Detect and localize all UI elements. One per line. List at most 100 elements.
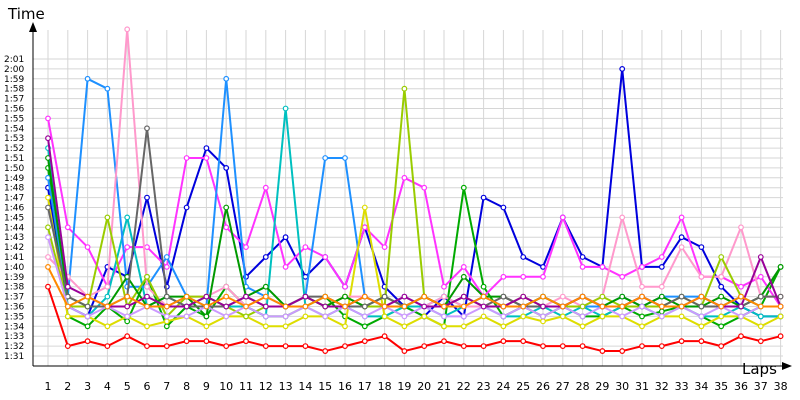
y-tick-label: 1:46: [4, 204, 24, 214]
data-point: [678, 303, 685, 310]
data-point: [223, 283, 230, 290]
data-point: [381, 303, 388, 310]
data-point: [124, 313, 131, 320]
data-point: [163, 303, 170, 310]
data-point: [361, 204, 368, 211]
data-point: [282, 264, 289, 270]
data-point: [757, 323, 764, 330]
data-point: [203, 155, 210, 161]
data-point: [579, 254, 586, 260]
series-line: [47, 266, 781, 308]
x-tick-label: 27: [556, 380, 570, 393]
data-point: [104, 303, 111, 310]
data-point: [144, 323, 150, 330]
x-tick-label: 23: [477, 380, 491, 393]
data-point: [322, 348, 329, 354]
data-point: [45, 264, 51, 270]
data-point: [500, 293, 507, 300]
data-point: [45, 115, 51, 122]
data-point: [460, 273, 467, 280]
y-tick-label: 2:00: [4, 65, 24, 75]
data-point: [500, 338, 507, 345]
data-point: [698, 303, 705, 310]
data-point: [282, 343, 289, 350]
data-point: [658, 313, 665, 320]
y-tick-label: 1:58: [4, 85, 24, 95]
data-point: [579, 313, 586, 320]
series-1: [45, 283, 784, 354]
x-tick-label: 26: [536, 380, 550, 393]
data-point: [243, 293, 249, 300]
x-tick-label: 8: [183, 380, 190, 393]
data-point: [144, 303, 150, 310]
data-point: [342, 303, 348, 310]
y-tick-label: 1:49: [4, 174, 24, 184]
x-tick-label: 38: [774, 380, 788, 393]
x-tick-label: 15: [318, 380, 332, 393]
data-point: [698, 323, 705, 330]
data-point: [658, 293, 665, 300]
data-point: [322, 313, 329, 320]
data-point: [579, 343, 586, 350]
y-tick-label: 1:43: [4, 233, 24, 243]
data-point: [282, 323, 289, 330]
y-tick-label: 1:35: [4, 312, 24, 322]
data-point: [619, 303, 626, 310]
data-point: [401, 303, 408, 310]
data-point: [480, 194, 487, 201]
y-tick-label: 1:33: [4, 332, 24, 342]
y-tick-label: 1:51: [4, 154, 24, 164]
data-point: [678, 234, 685, 241]
data-point: [322, 254, 329, 260]
data-point: [619, 214, 626, 221]
data-point: [678, 293, 685, 300]
data-point: [777, 313, 784, 320]
data-point: [599, 348, 606, 354]
data-point: [183, 155, 190, 161]
data-point: [480, 343, 487, 350]
x-axis-arrow: [782, 362, 792, 370]
data-point: [203, 338, 210, 345]
y-tick-label: 1:52: [4, 144, 24, 154]
data-point: [698, 293, 705, 300]
y-tick-label: 1:38: [4, 283, 24, 293]
data-point: [381, 333, 388, 340]
y-axis-arrow: [29, 22, 37, 32]
data-point: [64, 313, 71, 320]
data-point: [718, 313, 725, 320]
x-tick-label: 3: [84, 380, 91, 393]
x-tick-label: 37: [754, 380, 768, 393]
data-point: [45, 135, 51, 142]
x-tick-label: 1: [45, 380, 52, 393]
data-point: [84, 303, 91, 310]
x-tick-label: 9: [203, 380, 210, 393]
y-tick-label: 1:41: [4, 253, 24, 263]
data-point: [144, 125, 150, 132]
data-point: [500, 313, 507, 320]
x-tick-label: 5: [124, 380, 131, 393]
data-point: [104, 85, 111, 92]
data-point: [163, 254, 170, 260]
data-point: [540, 343, 546, 350]
data-point: [520, 293, 527, 300]
data-point: [579, 323, 586, 330]
data-point: [559, 313, 566, 320]
data-point: [718, 303, 725, 310]
y-tick-label: 1:34: [4, 322, 24, 332]
data-point: [718, 283, 725, 290]
data-point: [441, 293, 447, 300]
data-point: [460, 264, 467, 270]
data-point: [639, 283, 645, 290]
series-13: [45, 135, 784, 310]
y-tick-label: 2:01: [4, 55, 24, 65]
data-point: [559, 303, 566, 310]
x-tick-label: 19: [397, 380, 411, 393]
data-point: [559, 343, 566, 350]
data-point: [500, 204, 507, 211]
x-tick-label: 6: [144, 380, 151, 393]
data-point: [144, 283, 150, 290]
data-point: [322, 155, 329, 161]
data-point: [381, 313, 388, 320]
y-tick-label: 1:57: [4, 95, 24, 105]
